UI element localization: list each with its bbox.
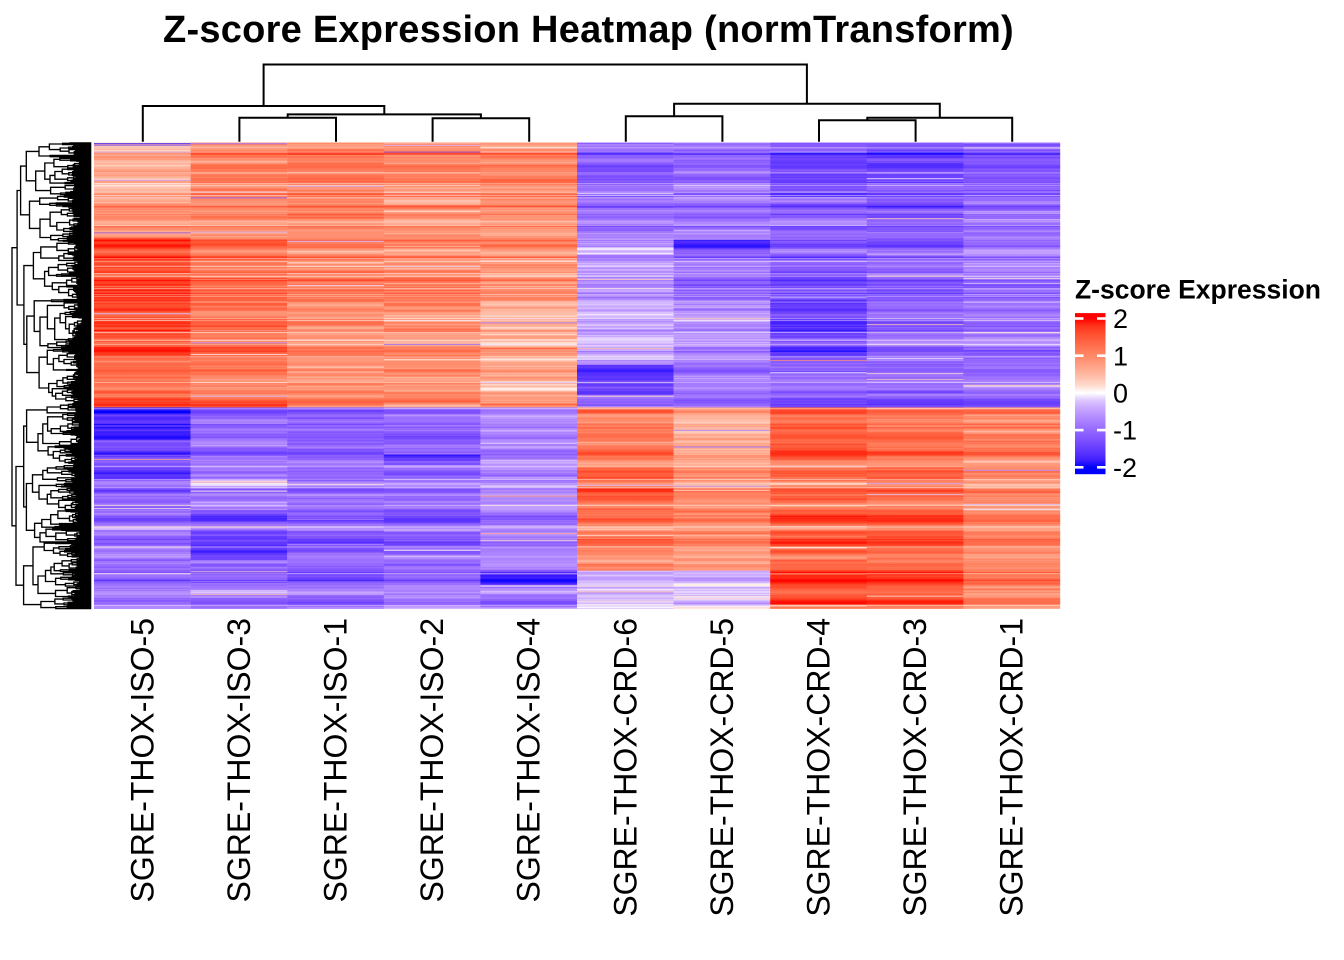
svg-text:SGRE-THOX-CRD-5: SGRE-THOX-CRD-5 (704, 618, 740, 917)
svg-text:SGRE-THOX-ISO-4: SGRE-THOX-ISO-4 (511, 618, 547, 902)
svg-text:0: 0 (1113, 379, 1128, 409)
svg-text:Z-score Expression Heatmap (no: Z-score Expression Heatmap (normTransfor… (163, 9, 1014, 51)
svg-text:SGRE-THOX-ISO-3: SGRE-THOX-ISO-3 (221, 618, 257, 902)
svg-text:-1: -1 (1113, 416, 1137, 446)
svg-text:2: 2 (1113, 304, 1128, 334)
svg-text:SGRE-THOX-ISO-2: SGRE-THOX-ISO-2 (414, 618, 450, 902)
svg-text:SGRE-THOX-CRD-6: SGRE-THOX-CRD-6 (607, 618, 643, 917)
svg-text:SGRE-THOX-ISO-1: SGRE-THOX-ISO-1 (318, 618, 354, 902)
svg-text:1: 1 (1113, 341, 1128, 371)
svg-text:SGRE-THOX-CRD-4: SGRE-THOX-CRD-4 (801, 618, 837, 917)
svg-text:SGRE-THOX-CRD-1: SGRE-THOX-CRD-1 (994, 618, 1030, 917)
svg-text:SGRE-THOX-ISO-5: SGRE-THOX-ISO-5 (124, 618, 160, 902)
svg-text:-2: -2 (1113, 453, 1137, 483)
svg-text:SGRE-THOX-CRD-3: SGRE-THOX-CRD-3 (897, 618, 933, 917)
svg-text:Z-score Expression: Z-score Expression (1075, 275, 1321, 305)
